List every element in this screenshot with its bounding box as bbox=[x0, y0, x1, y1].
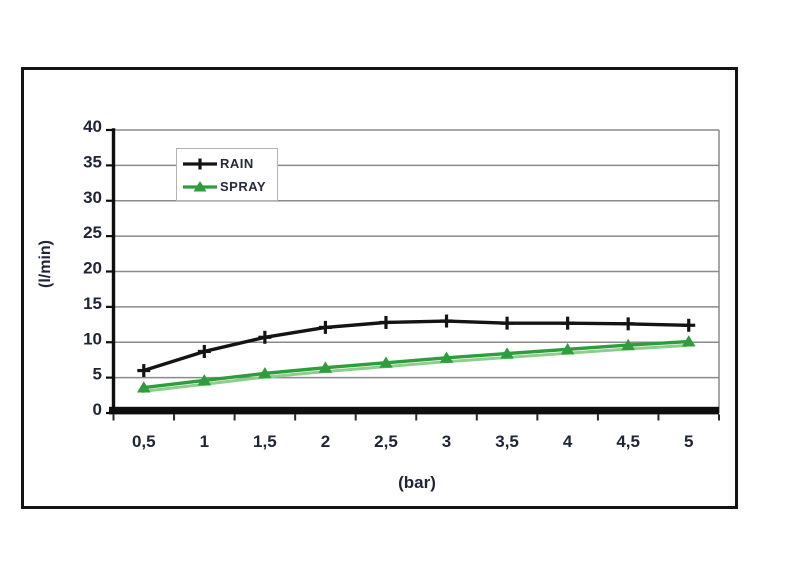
marker-spray bbox=[318, 361, 333, 373]
marker-spray bbox=[136, 381, 151, 393]
legend: RAIN SPRAY bbox=[176, 148, 278, 201]
spray-series-glyph-icon bbox=[183, 180, 217, 191]
legend-item-spray: SPRAY bbox=[177, 175, 277, 198]
marker-spray bbox=[560, 343, 575, 355]
marker-spray bbox=[197, 374, 212, 386]
x-tick-label: 2,5 bbox=[374, 432, 398, 451]
marker-spray bbox=[258, 367, 272, 379]
figure-frame bbox=[21, 67, 738, 509]
x-tick-label: 0,5 bbox=[132, 432, 156, 451]
legend-label-rain: RAIN bbox=[220, 156, 254, 171]
marker-spray bbox=[621, 338, 635, 351]
y-tick-label: 30 bbox=[83, 188, 102, 207]
x-tick-label: 3 bbox=[442, 432, 451, 451]
legend-label-spray: SPRAY bbox=[220, 179, 267, 194]
series-line-rain bbox=[142, 319, 691, 373]
x-axis-title: (bar) bbox=[398, 473, 436, 492]
x-tick-label: 3,5 bbox=[495, 432, 519, 451]
x-tick-label: 1 bbox=[200, 432, 209, 451]
marker-spray bbox=[379, 356, 393, 368]
y-tick-label: 25 bbox=[83, 223, 102, 242]
series-line-spray bbox=[142, 339, 691, 390]
rain-series-glyph-icon bbox=[183, 158, 217, 169]
x-tick-label: 2 bbox=[321, 432, 330, 451]
x-tick-label: 5 bbox=[684, 432, 693, 451]
y-tick-label: 40 bbox=[83, 117, 102, 136]
y-tick-label: 15 bbox=[83, 294, 102, 313]
x-tick-label: 1,5 bbox=[253, 432, 277, 451]
y-tick-label: 10 bbox=[83, 329, 102, 348]
y-axis-title: (l/min) bbox=[37, 240, 54, 288]
marker-spray bbox=[439, 351, 454, 363]
marker-spray bbox=[500, 347, 514, 359]
y-tick-label: 5 bbox=[93, 365, 102, 384]
y-tick-label: 20 bbox=[83, 259, 102, 278]
y-tick-label: 0 bbox=[93, 400, 102, 419]
x-tick-label: 4,5 bbox=[616, 432, 640, 451]
series-shadow-spray bbox=[141, 344, 687, 394]
x-axis-line bbox=[109, 406, 719, 415]
legend-item-rain: RAIN bbox=[177, 152, 277, 175]
marker-spray bbox=[681, 335, 696, 347]
x-tick-label: 4 bbox=[563, 432, 573, 451]
y-tick-label: 35 bbox=[83, 152, 102, 171]
